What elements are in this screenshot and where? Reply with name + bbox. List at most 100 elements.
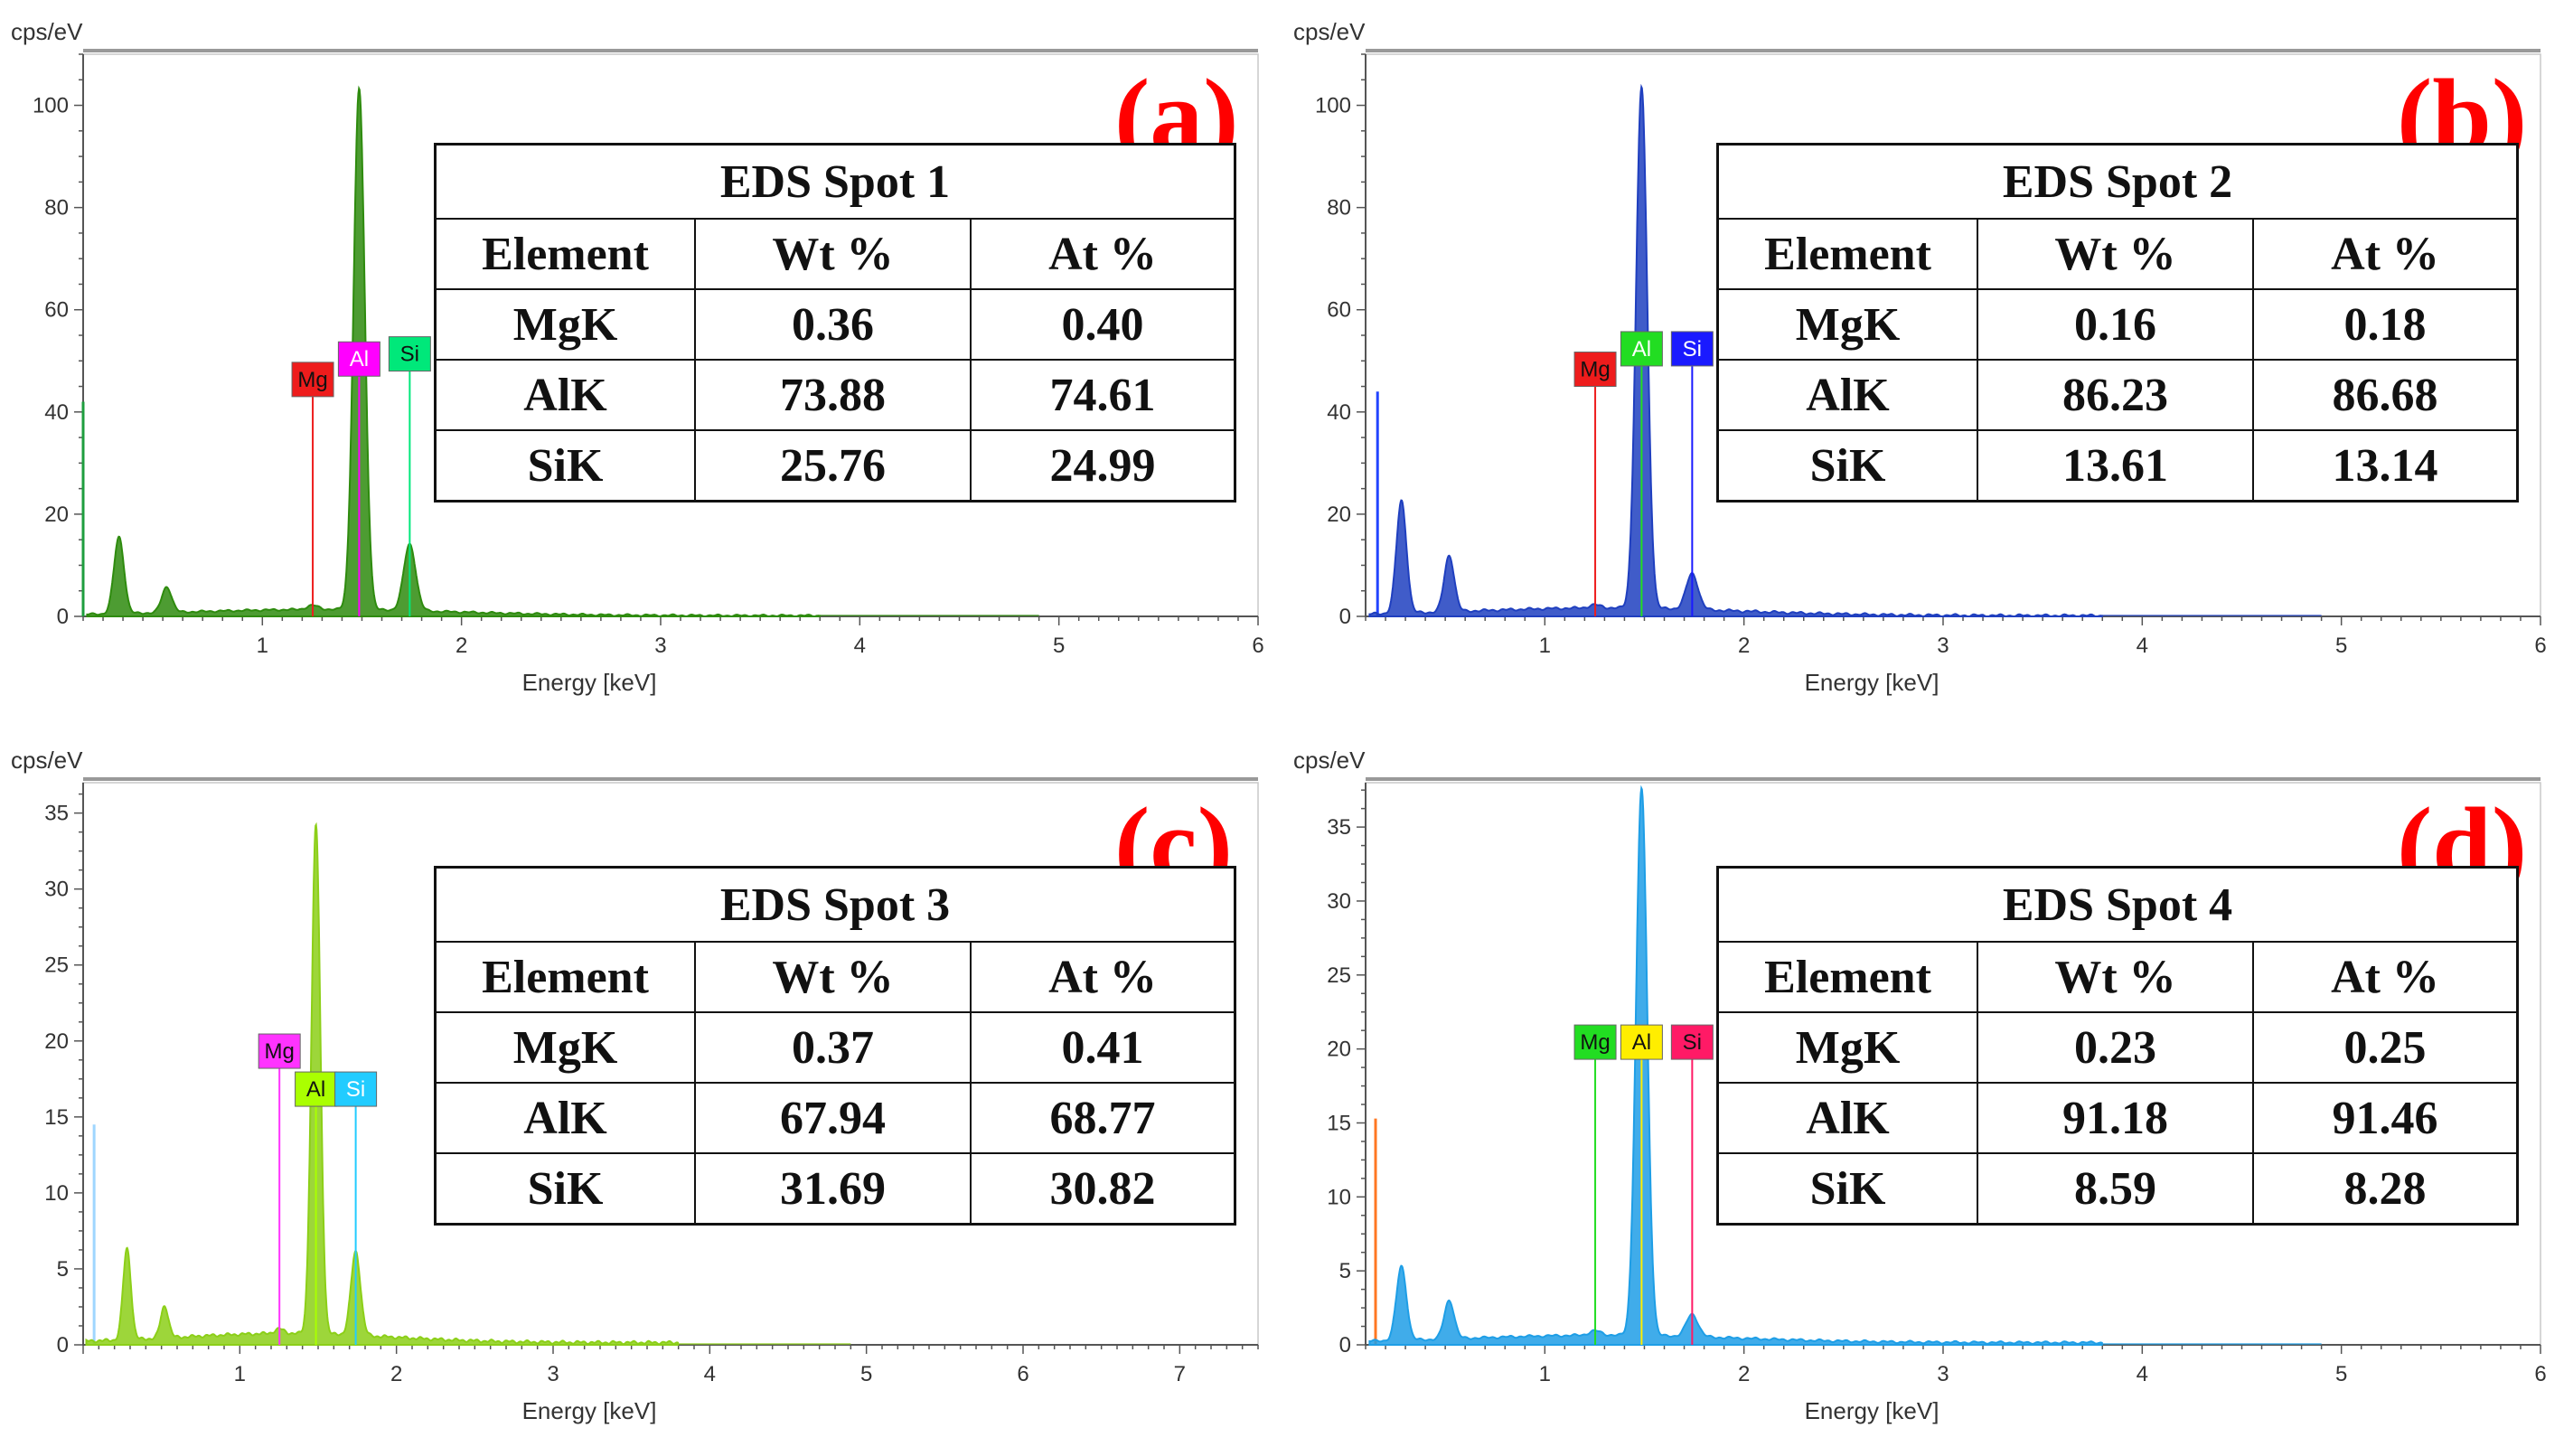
- x-tick-label: 4: [704, 1362, 716, 1386]
- x-tick-label: 5: [860, 1362, 872, 1386]
- table-cell: 0.40: [970, 288, 1236, 361]
- col-header-wt: Wt %: [1977, 941, 2254, 1013]
- y-tick-label: 0: [57, 605, 69, 629]
- table-row: MgK 0.16 0.18: [1716, 288, 2519, 361]
- x-tick-label: 4: [854, 634, 866, 658]
- x-tick-label: 6: [1017, 1362, 1028, 1386]
- element-marker-label: Si: [1683, 337, 1702, 362]
- spectrum-area: [1368, 83, 2103, 618]
- element-marker-box: [1573, 352, 1617, 388]
- x-tick-label: 1: [1539, 1362, 1551, 1386]
- y-axis-label: cps/eV: [11, 18, 83, 45]
- panel-d: 0 5 10 15 20 25 30 35 1 2 3 4 5 6 cps/eV Energy [keV] Mg…: [1282, 728, 2564, 1456]
- element-marker-label: Mg: [297, 368, 327, 392]
- element-marker-label: Mg: [1580, 358, 1610, 382]
- element-marker-label: Al: [1632, 337, 1651, 362]
- element-marker-label: Si: [346, 1077, 365, 1102]
- panel-b: 0 20 40 60 80 100 1 2 3 4 5 6 cps/eV Energy [keV] Mg Al…: [1282, 0, 2564, 728]
- table-cell: 8.59: [1977, 1152, 2254, 1226]
- table-cell: SiK: [1716, 1152, 1978, 1226]
- table-cell: 0.16: [1977, 288, 2254, 361]
- x-tick-label: 5: [1053, 634, 1065, 658]
- element-marker-label: Si: [400, 343, 419, 367]
- table-cell: 13.61: [1977, 429, 2254, 503]
- x-tick-label: 6: [1252, 634, 1263, 658]
- table-cell: 0.25: [2252, 1011, 2519, 1084]
- x-tick-label: 1: [1539, 634, 1551, 658]
- x-tick-label: 3: [547, 1362, 559, 1386]
- table-cell: AlK: [434, 1082, 696, 1154]
- eds-table-b: EDS Spot 2 Element Wt % At % MgK 0.16 0.…: [1716, 143, 2519, 503]
- x-tick-label: 6: [2534, 634, 2546, 658]
- table-cell: 91.46: [2252, 1082, 2519, 1154]
- y-tick-label: 10: [44, 1181, 69, 1206]
- y-tick-label: 25: [44, 953, 69, 978]
- col-header-element: Element: [434, 941, 696, 1013]
- element-marker-label: Al: [1632, 1030, 1651, 1055]
- col-header-element: Element: [1716, 941, 1978, 1013]
- eds-table-title: EDS Spot 4: [1716, 866, 2519, 943]
- eds-table-d: EDS Spot 4 Element Wt % At % MgK 0.23 0.…: [1716, 866, 2519, 1226]
- eds-table-title: EDS Spot 2: [1716, 143, 2519, 220]
- x-axis-label: Energy [keV]: [522, 669, 657, 696]
- y-tick-label: 35: [1327, 815, 1351, 840]
- table-row: MgK 0.23 0.25: [1716, 1011, 2519, 1084]
- table-row: MgK 0.36 0.40: [434, 288, 1236, 361]
- x-tick-label: 1: [257, 634, 268, 658]
- table-cell: 24.99: [970, 429, 1236, 503]
- eds-table-c: EDS Spot 3 Element Wt % At % MgK 0.37 0.…: [434, 866, 1236, 1226]
- table-cell: 13.14: [2252, 429, 2519, 503]
- y-tick-label: 0: [57, 1333, 69, 1357]
- element-marker-box: [1670, 1024, 1714, 1060]
- x-tick-label: 4: [2137, 1362, 2148, 1386]
- table-cell: SiK: [434, 1152, 696, 1226]
- x-axis-label: Energy [keV]: [1805, 669, 1939, 696]
- table-cell: AlK: [434, 359, 696, 431]
- x-tick-label: 2: [1738, 634, 1750, 658]
- x-tick-label: 2: [456, 634, 467, 658]
- col-header-at: At %: [970, 218, 1236, 290]
- y-tick-label: 10: [1327, 1185, 1351, 1209]
- table-cell: 68.77: [970, 1082, 1236, 1154]
- x-tick-label: 3: [1937, 1362, 1949, 1386]
- x-axis-label: Energy [keV]: [1805, 1397, 1939, 1424]
- table-cell: 25.76: [694, 429, 972, 503]
- y-tick-label: 5: [1339, 1259, 1351, 1283]
- y-tick-label: 80: [1327, 196, 1351, 221]
- table-cell: MgK: [1716, 1011, 1978, 1084]
- element-marker-box: [1620, 1024, 1663, 1060]
- table-cell: 0.36: [694, 288, 972, 361]
- table-row: SiK 13.61 13.14: [1716, 429, 2519, 503]
- y-tick-label: 15: [44, 1105, 69, 1130]
- x-tick-label: 1: [234, 1362, 246, 1386]
- element-marker-label: Al: [306, 1077, 325, 1102]
- spectrum-area: [1368, 784, 2103, 1346]
- table-row: SiK 25.76 24.99: [434, 429, 1236, 503]
- x-tick-label: 2: [1738, 1362, 1750, 1386]
- table-cell: 91.18: [1977, 1082, 2254, 1154]
- table-cell: 0.37: [694, 1011, 972, 1084]
- x-tick-label: 3: [654, 634, 666, 658]
- element-marker-box: [258, 1033, 301, 1069]
- y-tick-label: 30: [1327, 889, 1351, 914]
- table-cell: 0.41: [970, 1011, 1236, 1084]
- col-header-element: Element: [434, 218, 696, 290]
- y-tick-label: 5: [57, 1257, 69, 1282]
- table-row: SiK 8.59 8.28: [1716, 1152, 2519, 1226]
- table-cell: AlK: [1716, 1082, 1978, 1154]
- table-row: AlK 86.23 86.68: [1716, 359, 2519, 431]
- element-marker-box: [337, 341, 380, 377]
- y-tick-label: 20: [44, 503, 69, 527]
- table-cell: 0.23: [1977, 1011, 2254, 1084]
- y-axis-label: cps/eV: [1293, 747, 1366, 774]
- x-axis-label: Energy [keV]: [522, 1397, 657, 1424]
- table-row: AlK 67.94 68.77: [434, 1082, 1236, 1154]
- table-row: AlK 91.18 91.46: [1716, 1082, 2519, 1154]
- x-tick-label: 7: [1174, 1362, 1186, 1386]
- table-cell: 31.69: [694, 1152, 972, 1226]
- eds-table-a: EDS Spot 1 Element Wt % At % MgK 0.36 0.…: [434, 143, 1236, 503]
- col-header-wt: Wt %: [694, 218, 972, 290]
- x-tick-label: 3: [1937, 634, 1949, 658]
- eds-table-title: EDS Spot 3: [434, 866, 1236, 943]
- table-cell: MgK: [434, 288, 696, 361]
